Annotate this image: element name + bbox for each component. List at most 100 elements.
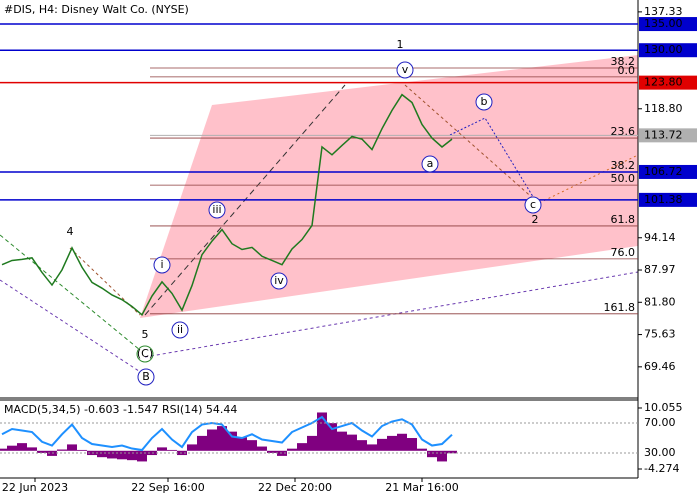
- wave-circle: [396, 61, 414, 79]
- y-tick-label: 87.97: [644, 263, 676, 276]
- rsi-tick-label: 70.00: [644, 416, 676, 429]
- level-label: 113.72: [644, 128, 683, 141]
- trend-line: [0, 279, 146, 376]
- macd-bar: [297, 443, 307, 451]
- macd-bar: [37, 450, 47, 453]
- y-tick-label: 137.33: [644, 5, 683, 18]
- rsi-line: [1, 415, 453, 452]
- trend-line: [0, 234, 141, 351]
- fib-label: 38.2: [611, 159, 636, 172]
- y2-tick-label: 10.055: [644, 401, 683, 414]
- macd-bar: [307, 435, 317, 451]
- y2-tick-label: -4.274: [644, 462, 679, 475]
- wave-circle: [208, 201, 226, 219]
- fib-label: 38.2: [611, 55, 636, 68]
- macd-bar: [157, 447, 167, 451]
- macd-bar: [427, 450, 437, 458]
- macd-bar: [317, 412, 327, 451]
- macd-bar: [187, 444, 197, 451]
- macd-bar: [357, 440, 367, 451]
- level-label: 130.00: [644, 43, 683, 56]
- macd-bar: [217, 426, 227, 451]
- wave-label: c: [530, 198, 536, 211]
- macd-bar: [367, 444, 377, 451]
- wave-circle: [475, 93, 493, 111]
- wave-label: ii: [177, 323, 183, 336]
- wave-label: iii: [212, 203, 221, 216]
- wave-circle: [171, 321, 189, 339]
- wave-label: 5: [142, 328, 149, 341]
- y-tick-label: 75.63: [644, 328, 676, 341]
- macd-bar: [407, 438, 417, 451]
- macd-bar: [327, 423, 337, 451]
- indicator-title: MACD(5,34,5) -0.603 -1.547 RSI(14) 54.44: [4, 403, 237, 416]
- y-tick-label: 69.46: [644, 360, 676, 373]
- level-box: [639, 17, 697, 32]
- x-tick-label: 21 Mar 16:00: [385, 481, 458, 494]
- wave-label: iv: [274, 274, 284, 287]
- wave-label: a: [427, 157, 434, 170]
- y-tick-label: 118.80: [644, 102, 683, 115]
- x-tick-label: 22 Jun 2023: [2, 481, 68, 494]
- wave-circle: [136, 345, 154, 363]
- wave-label: 2: [532, 213, 539, 226]
- macd-bar: [397, 433, 407, 451]
- forecast-line: [534, 154, 639, 206]
- macd-bar: [17, 443, 27, 451]
- level-box: [639, 75, 697, 90]
- wave-circle: [137, 368, 155, 386]
- macd-bar: [417, 448, 427, 451]
- trend-line: [144, 271, 639, 358]
- wave-circle: [524, 196, 542, 214]
- macd-bar: [377, 438, 387, 451]
- fib-label: 23.6: [611, 125, 636, 138]
- macd-bar: [7, 445, 17, 451]
- macd-bar: [207, 429, 217, 451]
- macd-bar: [387, 435, 397, 451]
- y-tick-label: 81.80: [644, 295, 676, 308]
- macd-bar: [247, 440, 257, 451]
- macd-bar: [227, 431, 237, 451]
- macd-bar: [437, 450, 447, 462]
- wave-label: v: [402, 63, 409, 76]
- macd-bar: [167, 449, 177, 451]
- wave-label: b: [481, 95, 488, 108]
- x-tick-label: 22 Sep 16:00: [131, 481, 204, 494]
- macd-bar: [57, 449, 67, 451]
- macd-bar: [447, 450, 457, 454]
- wave-label: i: [160, 258, 163, 271]
- fib-label: 61.8: [611, 213, 636, 226]
- level-box: [639, 164, 697, 179]
- level-label: 135.00: [644, 17, 683, 30]
- macd-bar: [237, 437, 247, 451]
- macd-bar: [287, 448, 297, 451]
- wave-circle: [421, 155, 439, 173]
- macd-bar: [117, 450, 127, 460]
- macd-bar: [137, 450, 147, 462]
- wave-circle: [153, 256, 171, 274]
- macd-bar: [337, 431, 347, 451]
- macd-bar: [197, 435, 207, 451]
- level-label: 101.38: [644, 193, 683, 206]
- level-box: [639, 43, 697, 58]
- price-line: [1, 93, 453, 317]
- fib-label: 50.0: [611, 172, 636, 185]
- macd-bar: [27, 447, 37, 451]
- x-tick-label: 22 Dec 20:00: [258, 481, 332, 494]
- macd-bar: [77, 449, 87, 451]
- macd-bar: [97, 450, 107, 458]
- wave-label: (C): [137, 347, 153, 360]
- wave-label: 1: [397, 38, 404, 51]
- macd-bar: [127, 450, 137, 461]
- macd-bar: [267, 450, 277, 453]
- level-box: [639, 128, 697, 143]
- chart-title: #DIS, H4: Disney Walt Co. (NYSE): [4, 3, 189, 16]
- level-box: [639, 192, 697, 207]
- trend-line: [404, 84, 536, 201]
- macd-bar: [67, 444, 77, 451]
- wave-circle: [270, 272, 288, 290]
- level-label: 106.72: [644, 165, 683, 178]
- forecast-line: [449, 117, 536, 201]
- fib-label: 76.0: [611, 246, 636, 259]
